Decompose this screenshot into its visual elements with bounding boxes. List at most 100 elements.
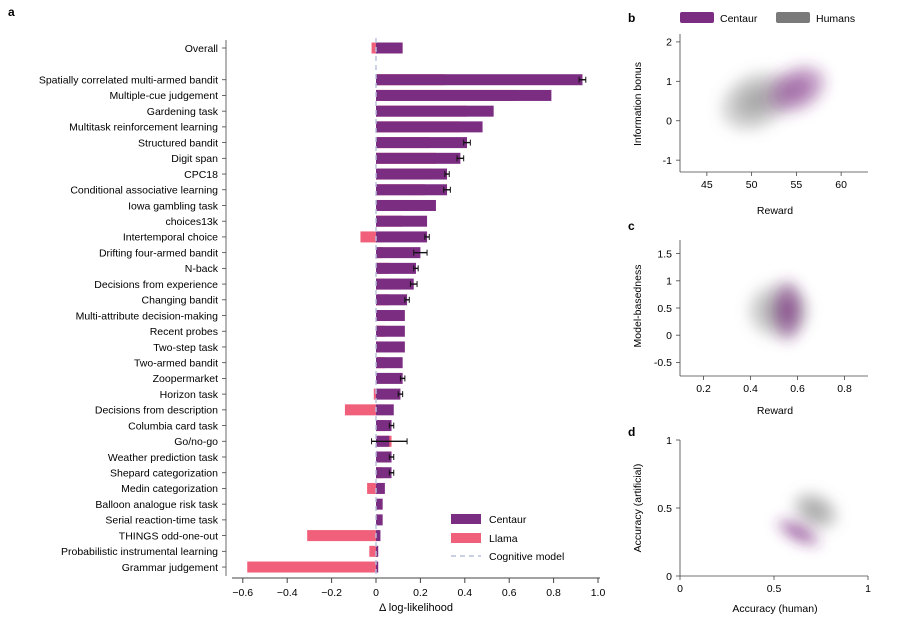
x-tick-label: 0.2 [696, 383, 711, 395]
llama-bar [247, 561, 376, 573]
density-centaur [771, 278, 805, 344]
x-tick-label: 0 [373, 587, 379, 599]
y-tick-label: 0 [666, 116, 672, 128]
centaur-bar [376, 262, 416, 274]
centaur-bar [376, 121, 483, 133]
y-tick-label: 2 [666, 37, 672, 49]
y-tick-label: 1 [666, 435, 672, 447]
centaur-bar [376, 467, 392, 479]
centaur-bar [376, 278, 414, 290]
centaur-bar [376, 388, 401, 400]
legend-label-centaur-b: Centaur [720, 13, 758, 25]
category-label: Structured bandit [138, 137, 218, 149]
category-label: THINGS odd-one-out [119, 530, 218, 542]
panel-label-b: b [628, 11, 635, 25]
x-tick-label: 0.6 [502, 587, 517, 599]
category-label: Balloon analogue risk task [95, 499, 218, 511]
density-contour-level [750, 96, 762, 106]
panel-a-bar-chart: Overall Spatially correlated multi-armed … [39, 38, 606, 614]
category-label: Grammar judgement [122, 562, 218, 574]
centaur-bar [376, 199, 436, 211]
x-tick-label: 55 [791, 179, 803, 191]
legend-swatch-llama [451, 533, 481, 543]
legend-swatch-humans-b [776, 12, 810, 23]
centaur-bar [376, 530, 381, 542]
category-labels: Overall Spatially correlated multi-armed … [39, 40, 227, 576]
x-tick-label: 0.5 [767, 583, 782, 595]
category-label: Gardening task [147, 106, 219, 118]
x-tick-label: 0.2 [413, 587, 428, 599]
y-tick-label: 1.5 [657, 248, 672, 260]
category-label: Go/no-go [174, 436, 218, 448]
centaur-bar [376, 482, 385, 494]
category-label: Serial reaction-time task [105, 515, 218, 527]
x-tick-label: −0.4 [277, 587, 298, 599]
x-tick-label: −0.2 [321, 587, 342, 599]
centaur-bar [376, 514, 383, 526]
x-axis-label: Δ log-likelihood [379, 602, 453, 614]
centaur-bar [376, 74, 583, 86]
llama-bar [307, 530, 376, 542]
legend-label-cognitive: Cognitive model [489, 551, 564, 563]
centaur-bar [376, 247, 421, 259]
y-tick-label: -1 [663, 155, 672, 167]
centaur-bar [376, 341, 405, 353]
category-label: Two-armed bandit [134, 357, 218, 369]
centaur-bar [376, 231, 428, 243]
llama-bar [369, 545, 376, 557]
density-centaur [774, 516, 823, 549]
x-tick-label: 0.4 [457, 587, 472, 599]
centaur-bar [376, 545, 379, 557]
x-tick-label: 1.0 [591, 587, 606, 599]
category-label: Spatially correlated multi-armed bandit [39, 75, 218, 87]
legend-label-llama: Llama [489, 533, 518, 545]
y-tick-label: 0.5 [657, 503, 672, 515]
density-contours [717, 62, 829, 134]
category-label: Zoopermarket [153, 373, 218, 385]
llama-bar [360, 231, 376, 243]
y-axis-label-d: Accuracy (artificial) [632, 464, 644, 553]
error-bars [371, 76, 587, 476]
category-label: Changing bandit [142, 295, 219, 307]
category-label: Probabilistic instrumental learning [61, 546, 218, 558]
panel-label-a: a [8, 5, 15, 19]
centaur-bars [376, 42, 583, 573]
x-tick-label: 0 [677, 583, 683, 595]
y-tick-label: 1 [666, 76, 672, 88]
category-label: Horizon task [160, 389, 219, 401]
category-label: Medin categorization [121, 483, 218, 495]
y-axis-label-b: Information bonus [632, 62, 644, 146]
y-tick-label: -0.5 [654, 357, 672, 369]
centaur-bar [376, 105, 494, 117]
x-axis-label-d: Accuracy (human) [732, 603, 817, 615]
x-tick-label: 60 [835, 179, 847, 191]
x-tick-label: 1 [865, 583, 871, 595]
x-tick-label: 45 [701, 179, 713, 191]
centaur-bar [376, 42, 403, 54]
centaur-bar [376, 561, 379, 573]
density-contour-level [795, 530, 802, 535]
density-contours [774, 489, 841, 549]
centaur-bar [376, 215, 428, 227]
llama-bar [367, 482, 376, 494]
axes: 0.2 0.4 0.6 0.8 -0.5 0 0.5 1 1.5 [654, 240, 868, 395]
x-tick-label: 50 [746, 179, 758, 191]
panel-b-density: Centaur Humans 45 50 55 60 -1 0 1 2 Reward Info… [632, 12, 868, 217]
panel-label-c: c [628, 219, 635, 233]
x-tick-label: 0.8 [546, 587, 561, 599]
legend-swatch-centaur [451, 514, 481, 524]
panel-c-density: 0.2 0.4 0.6 0.8 -0.5 0 0.5 1 1.5 Reward Model-ba… [632, 240, 868, 417]
centaur-bar [376, 451, 392, 463]
category-label: Decisions from description [95, 405, 218, 417]
category-label: choices13k [165, 216, 218, 228]
centaur-bar [376, 294, 408, 306]
category-label: Multitask reinforcement learning [69, 122, 218, 134]
axes: 45 50 55 60 -1 0 1 2 [663, 34, 868, 191]
llama-bar [371, 42, 376, 54]
panel-d-density: 0 0.5 1 0 0.5 1 Accuracy (human) Accuracy (ar… [632, 435, 871, 615]
density-contour-level [811, 507, 819, 514]
centaur-bar [376, 137, 468, 149]
x-tick-label: 0.8 [837, 383, 852, 395]
category-label: Two-step task [153, 342, 219, 354]
density-contours [745, 278, 812, 344]
